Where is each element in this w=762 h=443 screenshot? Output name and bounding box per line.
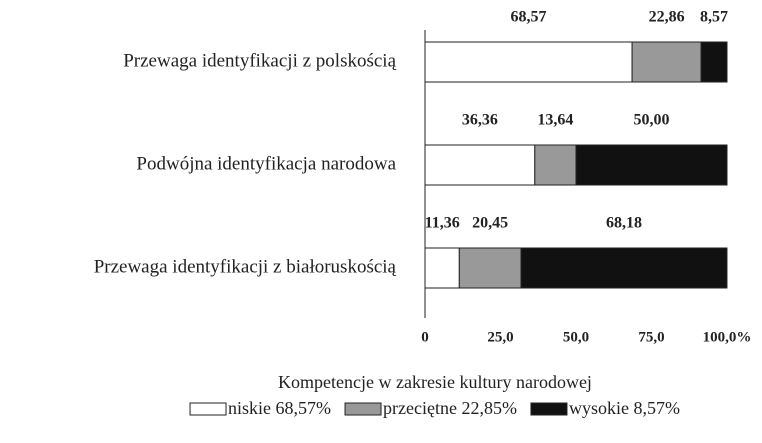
- bar-segment: [424, 247, 460, 289]
- bar-segment: [520, 247, 728, 289]
- legend-swatch: [189, 402, 227, 416]
- bar-segment: [458, 247, 522, 289]
- value-label: 36,36: [462, 112, 498, 129]
- value-label: 11,36: [425, 215, 460, 232]
- x-tick-label: 100,0%: [703, 329, 752, 345]
- legend-swatch: [530, 402, 568, 416]
- category-label: Podwójna identyfikacja narodowa: [136, 153, 396, 174]
- bar-segment: [424, 41, 633, 83]
- category-label: Przewaga identyfikacji z białoruskością: [94, 256, 397, 277]
- legend-label: niskie 68,57%: [228, 398, 331, 418]
- bar-segment: [575, 144, 728, 186]
- bar-segment: [534, 144, 577, 186]
- value-label: 68,18: [606, 215, 642, 232]
- value-label: 20,45: [472, 215, 508, 232]
- x-tick-label: 75,0: [638, 329, 664, 345]
- x-tick-label: 0: [421, 329, 429, 345]
- x-axis-title: Kompetencje w zakresie kultury narodowej: [278, 372, 592, 392]
- value-label: 22,86: [649, 9, 685, 26]
- category-label: Przewaga identyfikacji z polskością: [123, 50, 396, 71]
- x-tick-label: 25,0: [487, 329, 513, 345]
- legend-label: przeciętne 22,85%: [383, 398, 517, 418]
- legend-swatch: [344, 402, 382, 416]
- bar-segment: [424, 144, 536, 186]
- value-label: 13,64: [537, 112, 573, 129]
- bar-segment: [631, 41, 702, 83]
- x-tick-label: 50,0: [563, 329, 589, 345]
- legend-label: wysokie 8,57%: [569, 398, 680, 418]
- bar-segment: [700, 41, 728, 83]
- value-label: 50,00: [634, 112, 670, 129]
- value-label: 8,57: [700, 9, 728, 26]
- value-label: 68,57: [511, 9, 547, 26]
